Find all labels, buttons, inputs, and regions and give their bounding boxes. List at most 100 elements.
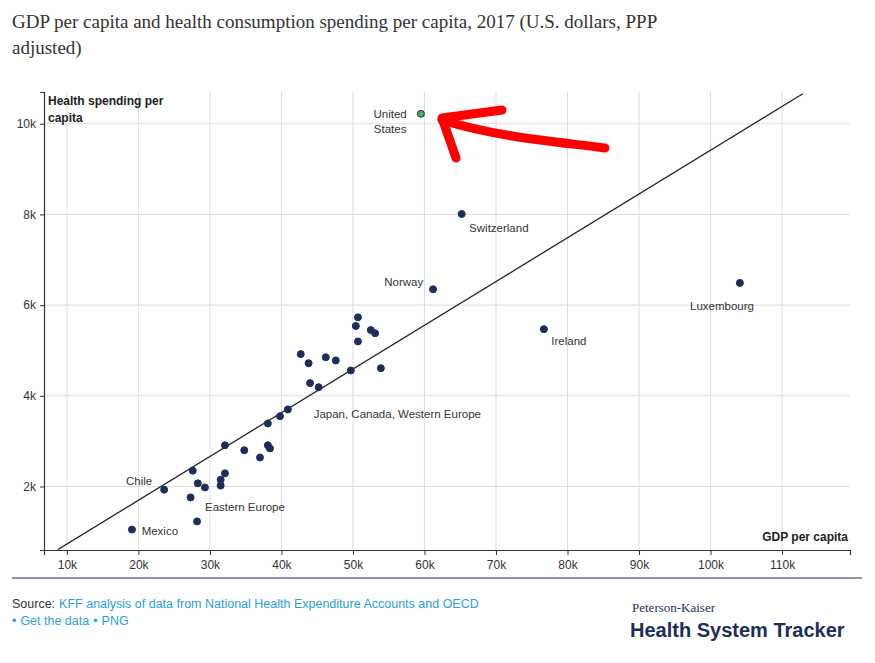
title: GDP per capita and health consumption sp… bbox=[12, 11, 657, 33]
tick-label: 10k bbox=[58, 558, 78, 572]
point bbox=[315, 384, 322, 391]
annotation-line: Switzerland bbox=[469, 222, 528, 234]
tick: 4k bbox=[23, 389, 44, 403]
annotation: Chile bbox=[126, 475, 152, 487]
x-grid-line bbox=[424, 92, 425, 550]
brand-name: Health System Tracker bbox=[630, 619, 845, 641]
plot-marks bbox=[58, 94, 803, 550]
point bbox=[354, 314, 361, 321]
annotation: Norway bbox=[384, 276, 423, 288]
source-label: Source: bbox=[12, 597, 55, 611]
brand-top: Peterson-Kaiser bbox=[632, 600, 716, 615]
tick-label: 40k bbox=[272, 558, 292, 572]
x-grid-line bbox=[639, 92, 640, 550]
tick-mark bbox=[40, 487, 44, 488]
point bbox=[307, 380, 314, 387]
point bbox=[417, 110, 424, 117]
x-grid-line bbox=[567, 92, 568, 550]
x-grid-line bbox=[495, 92, 496, 550]
tick-mark bbox=[281, 550, 282, 555]
annotation: Ireland bbox=[551, 335, 586, 347]
point bbox=[277, 413, 284, 420]
point bbox=[332, 357, 339, 364]
grid bbox=[44, 92, 850, 550]
point bbox=[194, 518, 201, 525]
point bbox=[221, 470, 228, 477]
point bbox=[322, 354, 329, 361]
tick: 20k bbox=[129, 550, 149, 572]
annotation-line: United bbox=[374, 108, 407, 120]
tick-label: 100k bbox=[698, 558, 725, 572]
point bbox=[201, 484, 208, 491]
tick: 110k bbox=[770, 550, 796, 572]
point bbox=[264, 420, 271, 427]
tick-label: 8k bbox=[23, 208, 37, 222]
point bbox=[241, 447, 248, 454]
tick-mark bbox=[210, 550, 211, 555]
tick-mark bbox=[40, 214, 44, 215]
tick-label: 50k bbox=[344, 558, 364, 572]
separator: • bbox=[12, 614, 16, 628]
point bbox=[161, 486, 168, 493]
x-grid-line bbox=[782, 92, 783, 550]
source-line: Source: KFF analysis of data from Nationa… bbox=[12, 597, 479, 611]
tick: 60k bbox=[415, 550, 435, 572]
footer-rule bbox=[12, 578, 862, 579]
tick-label: 60k bbox=[415, 558, 435, 572]
tick-label: 70k bbox=[487, 558, 507, 572]
annotation: United States bbox=[374, 108, 407, 135]
point bbox=[194, 480, 201, 487]
source-links: •Get the data•PNG bbox=[12, 614, 129, 628]
data-link[interactable]: Get the data bbox=[20, 614, 89, 628]
chart-root: GDP per capita and health consumption sp… bbox=[0, 0, 875, 663]
annotation: Switzerland bbox=[469, 222, 528, 234]
tick: 8k bbox=[23, 208, 44, 222]
point bbox=[266, 445, 273, 452]
tick-mark bbox=[40, 396, 44, 397]
red-arrow bbox=[442, 110, 605, 158]
annotation-line: States bbox=[374, 123, 407, 135]
tick: 90k bbox=[630, 550, 650, 572]
point bbox=[540, 326, 547, 333]
tick-label: 10k bbox=[17, 117, 37, 131]
data-link[interactable]: PNG bbox=[102, 614, 129, 628]
tick-label: 110k bbox=[770, 558, 796, 572]
point bbox=[347, 367, 354, 374]
x-grid-line bbox=[281, 92, 282, 550]
point bbox=[221, 442, 228, 449]
annotation-line: Japan, Canada, Western Europe bbox=[314, 408, 481, 420]
tick: 10k bbox=[17, 117, 44, 131]
tick-mark bbox=[424, 550, 425, 555]
point bbox=[284, 406, 291, 413]
tick-mark bbox=[496, 550, 497, 555]
point bbox=[256, 454, 263, 461]
annotation-line: Luxembourg bbox=[690, 300, 754, 312]
tick-label: 30k bbox=[201, 558, 221, 572]
y-grid-line bbox=[44, 214, 850, 215]
tick: 40k bbox=[272, 550, 292, 572]
annotation: Eastern Europe bbox=[205, 501, 285, 513]
tick: 80k bbox=[558, 550, 578, 572]
annotation: Luxembourg bbox=[690, 300, 754, 312]
tick: 100k bbox=[698, 550, 725, 572]
tick: 10k bbox=[58, 550, 78, 572]
arrow-shaft bbox=[442, 120, 605, 148]
source-link[interactable]: KFF analysis of data from National Healt… bbox=[59, 597, 479, 611]
point bbox=[352, 322, 359, 329]
y-grid-line bbox=[44, 395, 850, 396]
y-axis-title-line: Health spending per bbox=[48, 94, 164, 108]
point bbox=[189, 467, 196, 474]
x-grid-line bbox=[66, 92, 67, 550]
point bbox=[297, 351, 304, 358]
tick: 50k bbox=[344, 550, 364, 572]
tick-mark bbox=[353, 550, 354, 555]
point bbox=[377, 365, 384, 372]
point bbox=[305, 360, 312, 367]
annotation: Mexico bbox=[142, 525, 178, 537]
point bbox=[128, 526, 135, 533]
tick-mark bbox=[40, 305, 44, 306]
title: adjusted) bbox=[12, 37, 82, 59]
y-axis-title-line: capita bbox=[48, 111, 83, 125]
annotation-line: Chile bbox=[126, 475, 152, 487]
x-axis: 10k 20k 30k 40k 50k 60k 70k 80k 90k 100k 110k bbox=[45, 550, 851, 572]
